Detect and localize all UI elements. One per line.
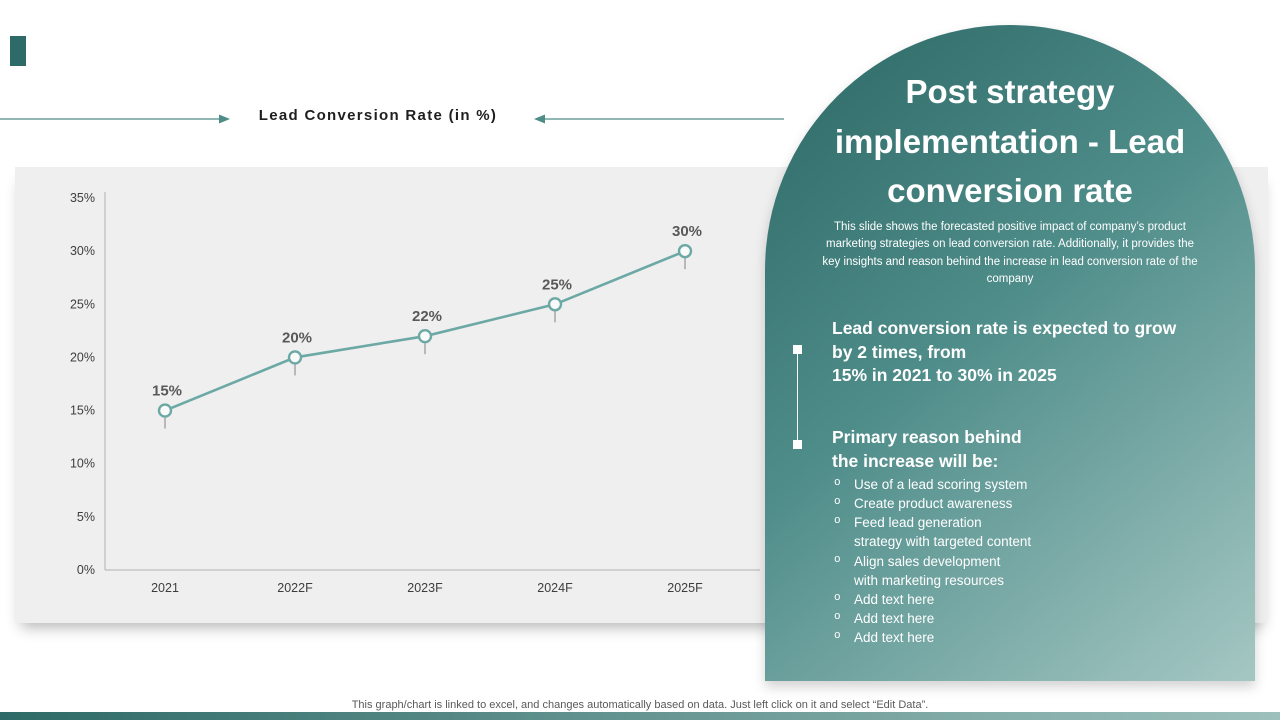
svg-text:2024F: 2024F xyxy=(537,581,573,595)
bottom-accent-bar xyxy=(0,712,1280,720)
svg-text:0%: 0% xyxy=(77,563,95,577)
svg-text:35%: 35% xyxy=(70,191,95,205)
svg-text:20%: 20% xyxy=(70,350,95,364)
insight-growth-text: Lead conversion rate is expected to grow… xyxy=(832,318,1177,386)
page-title: Post strategy implementation - Lead conv… xyxy=(834,73,1186,209)
insight-reasons-heading: Primary reason behind the increase will … xyxy=(832,427,1022,471)
svg-text:15%: 15% xyxy=(70,404,95,418)
list-item: Create product awareness xyxy=(832,494,1232,513)
title-arrow-line-left xyxy=(0,112,230,126)
arrow-left-icon xyxy=(534,114,784,124)
insight-connector xyxy=(793,345,803,449)
corner-accent-shape xyxy=(10,36,26,66)
svg-text:22%: 22% xyxy=(412,308,442,325)
arrow-right-icon xyxy=(0,114,230,124)
svg-text:30%: 30% xyxy=(672,223,702,240)
svg-text:10%: 10% xyxy=(70,457,95,471)
square-bullet-icon xyxy=(793,345,802,354)
reasons-list: Use of a lead scoring system Create prod… xyxy=(832,475,1232,647)
list-item: Add text here xyxy=(832,628,1232,647)
list-item: Add text here xyxy=(832,609,1232,628)
line-chart: 0% 5% 10% 15% 20% 25% 30% 35% 2021 2022F 2023F 2024… xyxy=(70,191,760,595)
svg-text:25%: 25% xyxy=(542,276,572,293)
svg-text:2021: 2021 xyxy=(151,581,179,595)
list-item: Add text here xyxy=(832,590,1232,609)
connector-line xyxy=(797,354,798,440)
footer-note: This graph/chart is linked to excel, and… xyxy=(351,699,929,711)
insight-arch-panel: Post strategy implementation - Lead conv… xyxy=(765,25,1255,681)
svg-text:2023F: 2023F xyxy=(407,581,443,595)
svg-text:20%: 20% xyxy=(282,329,312,346)
title-arrow-line-right xyxy=(534,112,784,126)
svg-text:2025F: 2025F xyxy=(667,581,703,595)
list-item: Use of a lead scoring system xyxy=(832,475,1232,494)
page-subtitle: This slide shows the forecasted positive… xyxy=(822,221,1198,285)
svg-text:2022F: 2022F xyxy=(277,581,313,595)
svg-text:5%: 5% xyxy=(77,510,95,524)
square-bullet-icon xyxy=(793,440,802,449)
list-item: Align sales development with marketing r… xyxy=(832,552,1232,590)
chart-title: Lead Conversion Rate (in %) xyxy=(258,107,498,124)
svg-text:15%: 15% xyxy=(152,383,182,400)
svg-text:25%: 25% xyxy=(70,297,95,311)
list-item: Feed lead generation strategy with targe… xyxy=(832,513,1232,551)
svg-text:30%: 30% xyxy=(70,244,95,258)
